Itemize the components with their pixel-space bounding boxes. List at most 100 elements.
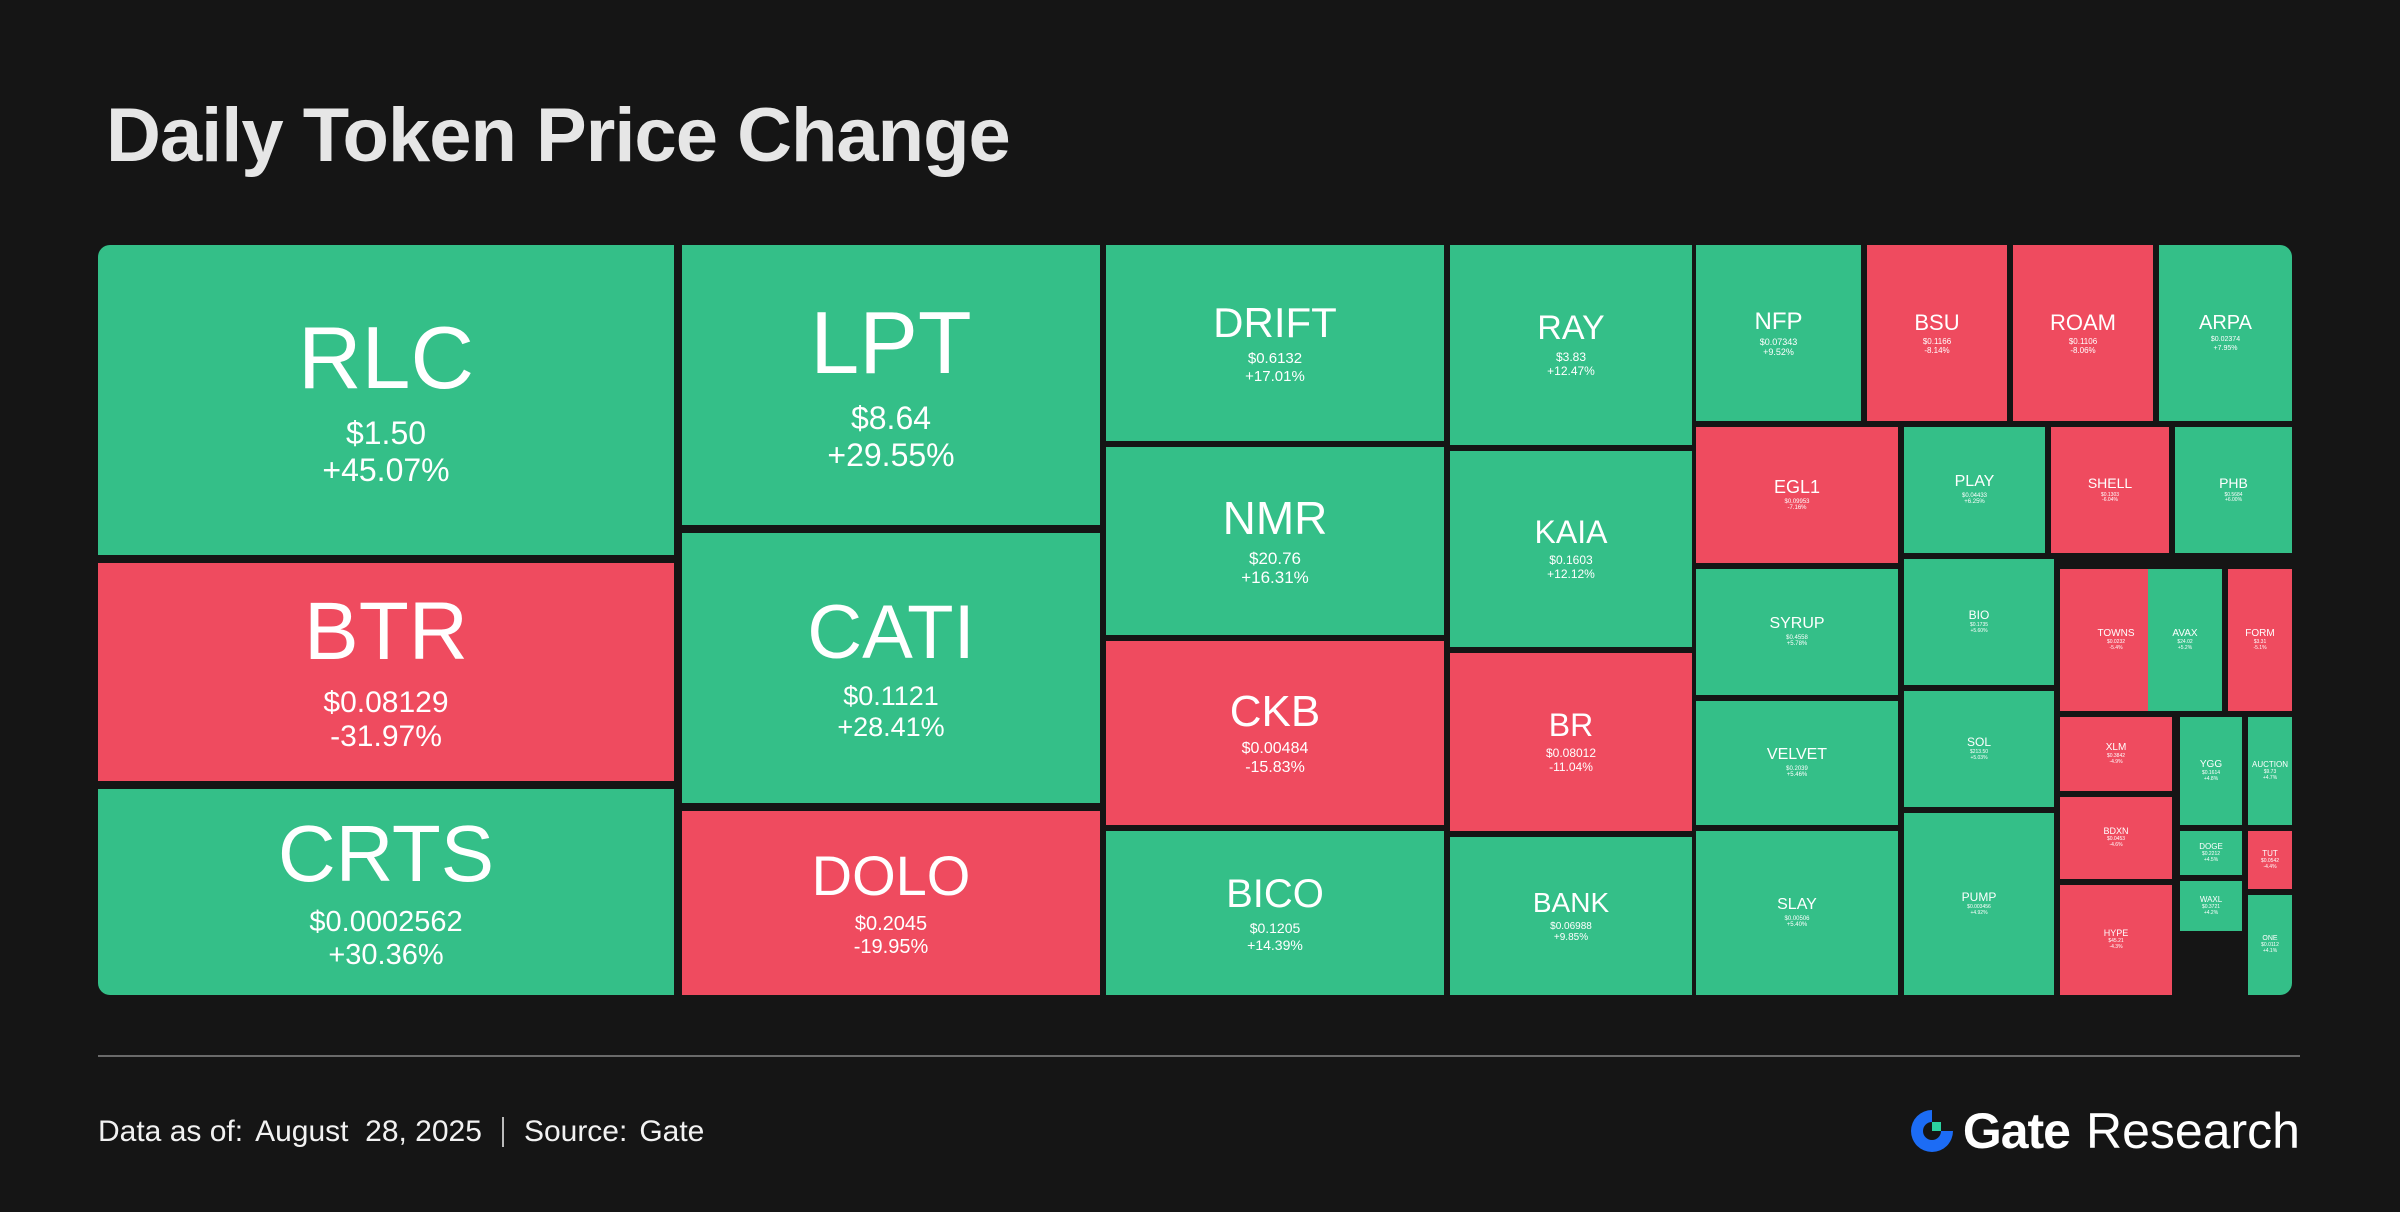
tile-btr[interactable]: BTR $0.08129 -31.97% (98, 563, 674, 781)
tile-change: -4.4% (2263, 863, 2277, 870)
tile-change: -8.14% (1924, 346, 1950, 356)
tile-symbol: FORM (2245, 627, 2275, 639)
tile-symbol: DRIFT (1213, 299, 1337, 347)
tile-symbol: ONE (2262, 935, 2278, 943)
tile-roam[interactable]: ROAM $0.1106 -8.06% (2013, 245, 2153, 421)
tile-tut[interactable]: TUT $0.0542 -4.4% (2248, 831, 2292, 889)
tile-price: $0.003456 (1967, 904, 1991, 911)
tile-shell[interactable]: SHELL $0.1303 -6.04% (2051, 427, 2169, 553)
tile-bio[interactable]: BIO $0.1735 +5.60% (1904, 559, 2054, 685)
tile-price: $0.0542 (2260, 857, 2280, 864)
footer-divider (98, 1055, 2300, 1057)
tile-ckb[interactable]: CKB $0.00484 -15.83% (1106, 641, 1444, 825)
tile-change: -4.3% (2109, 944, 2123, 951)
tile-price: $0.09953 (1784, 498, 1810, 505)
tile-change: +6.25% (1964, 499, 1985, 506)
tile-ygg[interactable]: YGG $0.1614 +4.8% (2180, 717, 2242, 825)
tile-price: $0.1121 (843, 681, 939, 712)
tile-bank[interactable]: BANK $0.06988 +9.85% (1450, 837, 1692, 995)
tile-change: +4.2% (2203, 909, 2219, 916)
gate-logo-icon (1910, 1110, 1953, 1152)
tile-price: $3.83 (1555, 350, 1587, 365)
tile-kaia[interactable]: KAIA $0.1603 +12.12% (1450, 451, 1692, 647)
tile-change: -31.97% (330, 720, 442, 754)
tile-sol[interactable]: SOL $213.50 +5.03% (1904, 691, 2054, 807)
tile-pump[interactable]: PUMP $0.003456 +4.92% (1904, 813, 2054, 995)
tile-avax[interactable]: AVAX $24.02 +5.2% (2148, 569, 2222, 711)
tile-change: +4.7% (2262, 774, 2278, 781)
tile-change: -4.9% (2109, 758, 2123, 765)
tile-lpt[interactable]: LPT $8.64 +29.55% (682, 245, 1100, 525)
tile-velvet[interactable]: VELVET $0.2039 +5.46% (1696, 701, 1898, 825)
tile-price: $1.50 (345, 414, 427, 451)
tile-doge[interactable]: DOGE $0.2212 +4.5% (2180, 831, 2242, 875)
tile-symbol: AUCTION (2252, 759, 2288, 769)
tile-symbol: VELVET (1766, 745, 1828, 763)
data-as-of-label: Data as of: (98, 1115, 244, 1148)
tile-symbol: PHB (2219, 474, 2248, 491)
tile-price: $0.1106 (2068, 336, 2098, 346)
source-name: Gate (639, 1115, 705, 1148)
tile-change: +30.36% (328, 939, 444, 971)
tile-price: $0.02374 (2210, 336, 2241, 344)
tile-ray[interactable]: RAY $3.83 +12.47% (1450, 245, 1692, 445)
tile-egl1[interactable]: EGL1 $0.09953 -7.16% (1696, 427, 1898, 563)
tile-nmr[interactable]: NMR $20.76 +16.31% (1106, 447, 1444, 635)
tile-play[interactable]: PLAY $0.04433 +6.25% (1904, 427, 2045, 553)
tile-symbol: SLAY (1777, 895, 1817, 913)
tile-symbol: TOWNS (2097, 627, 2135, 639)
page-title: Daily Token Price Change (106, 93, 1011, 178)
tile-hype[interactable]: HYPE $45.21 -4.3% (2060, 885, 2172, 995)
tile-waxl[interactable]: WAXL $0.3721 +4.2% (2180, 881, 2242, 931)
tile-price: $20.76 (1249, 548, 1301, 568)
tile-change: +5.60% (1970, 627, 1988, 634)
tile-symbol: BICO (1226, 872, 1324, 917)
tile-price: $45.21 (2108, 938, 2124, 945)
tile-price: $0.0112 (2261, 942, 2279, 949)
tile-nfp[interactable]: NFP $0.07343 +9.52% (1696, 245, 1861, 421)
tile-auction[interactable]: AUCTION $9.73 +4.7% (2248, 717, 2292, 825)
tile-change: +5.2% (2177, 644, 2193, 651)
tile-change: +14.39% (1247, 936, 1303, 953)
tile-bsu[interactable]: BSU $0.1166 -8.14% (1867, 245, 2007, 421)
tile-price: $0.1614 (2201, 770, 2221, 776)
tile-symbol: SHELL (2087, 474, 2133, 491)
tile-form[interactable]: FORM $3.31 -5.1% (2228, 569, 2292, 711)
footer-info: Data as of: August 28, 2025 Source: Gate (98, 1115, 704, 1149)
tile-arpa[interactable]: ARPA $0.02374 +7.95% (2159, 245, 2292, 421)
tile-change: +5.46% (1786, 772, 1808, 779)
tile-crts[interactable]: CRTS $0.0002562 +30.36% (98, 789, 674, 995)
tile-change: +4.1% (2262, 948, 2278, 955)
tile-br[interactable]: BR $0.08012 -11.04% (1450, 653, 1692, 831)
tile-drift[interactable]: DRIFT $0.6132 +17.01% (1106, 245, 1444, 441)
tile-price: $0.08012 (1545, 746, 1597, 760)
tile-change: -7.16% (1787, 505, 1807, 512)
tile-change: +16.31% (1241, 568, 1309, 588)
tile-price: $0.1735 (1969, 622, 1989, 629)
tile-xlm[interactable]: XLM $0.3842 -4.9% (2060, 717, 2172, 791)
tile-change: +29.55% (827, 436, 955, 473)
tile-rlc[interactable]: RLC $1.50 +45.07% (98, 245, 674, 555)
tile-slay[interactable]: SLAY $0.00506 +5.40% (1696, 831, 1898, 995)
tile-price: $0.3721 (2201, 903, 2221, 910)
tile-bdxn[interactable]: BDXN $0.0453 -4.6% (2060, 797, 2172, 879)
token-treemap: RLC $1.50 +45.07% BTR $0.08129 -31.97% CRTS $0.… (98, 245, 2292, 995)
tile-syrup[interactable]: SYRUP $0.4558 +5.78% (1696, 569, 1898, 695)
tile-change: +12.12% (1547, 566, 1595, 581)
tile-change: +5.03% (1970, 754, 1988, 761)
tile-change: -15.83% (1245, 758, 1305, 776)
tile-price: $0.06988 (1550, 920, 1592, 932)
tile-symbol: BSU (1914, 309, 1960, 335)
tile-phb[interactable]: PHB $0.5684 +6.00% (2175, 427, 2292, 553)
tile-bico[interactable]: BICO $0.1205 +14.39% (1106, 831, 1444, 995)
tile-change: +12.47% (1547, 363, 1595, 378)
tile-change: -11.04% (1549, 759, 1593, 774)
tile-change: -8.06% (2070, 346, 2096, 356)
tile-one[interactable]: ONE $0.0112 +4.1% (2248, 895, 2292, 995)
tile-dolo[interactable]: DOLO $0.2045 -19.95% (682, 811, 1100, 995)
tile-price: $0.2045 (854, 912, 928, 935)
tile-price: $0.4558 (1786, 634, 1808, 641)
tile-symbol: CKB (1229, 687, 1321, 737)
tile-price: $8.64 (850, 399, 932, 436)
tile-cati[interactable]: CATI $0.1121 +28.41% (682, 533, 1100, 803)
